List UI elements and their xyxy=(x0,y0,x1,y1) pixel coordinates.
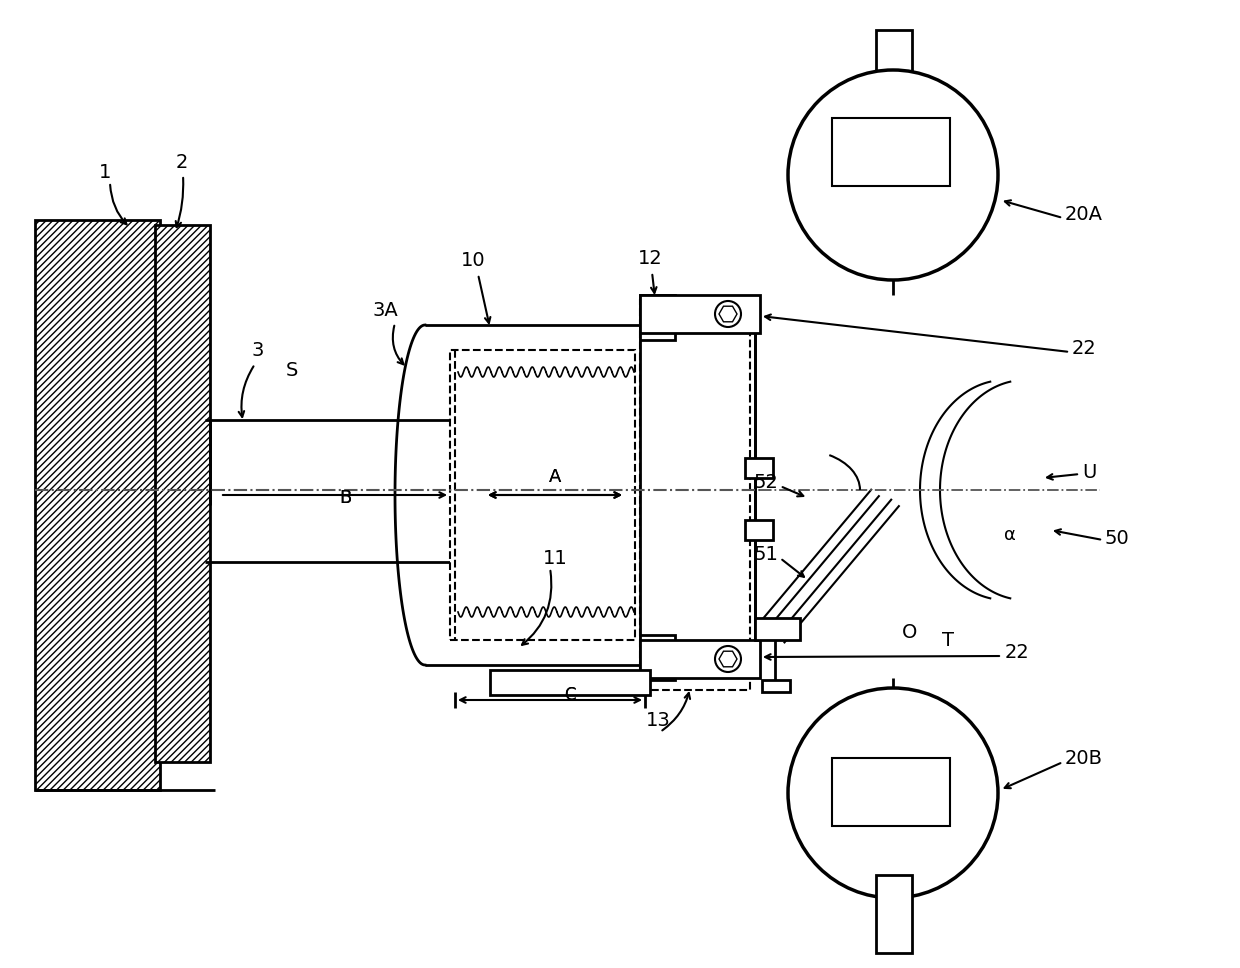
Text: S: S xyxy=(285,360,298,379)
Text: 52: 52 xyxy=(753,472,777,492)
Text: 12: 12 xyxy=(637,249,662,267)
Text: 20A: 20A xyxy=(1065,205,1104,225)
Text: 22: 22 xyxy=(1073,339,1096,357)
Text: 51: 51 xyxy=(753,546,777,564)
Text: O: O xyxy=(903,622,918,642)
Text: 3A: 3A xyxy=(372,300,398,319)
Text: 13: 13 xyxy=(646,711,671,730)
Text: 3: 3 xyxy=(252,341,264,359)
Bar xyxy=(640,295,760,333)
Bar xyxy=(640,300,750,690)
Text: C: C xyxy=(564,686,575,704)
Text: B: B xyxy=(339,489,351,507)
Text: A: A xyxy=(549,468,562,486)
Text: 1: 1 xyxy=(99,163,112,182)
Bar xyxy=(875,30,911,115)
Circle shape xyxy=(787,70,998,280)
Bar xyxy=(832,118,950,186)
Bar xyxy=(745,458,773,478)
Bar xyxy=(490,670,650,695)
Text: α: α xyxy=(1004,526,1016,544)
Bar xyxy=(35,220,160,790)
Bar xyxy=(755,618,800,640)
Bar xyxy=(155,225,210,762)
Bar xyxy=(450,350,635,640)
Circle shape xyxy=(715,646,742,672)
Bar xyxy=(875,875,911,953)
Text: 2: 2 xyxy=(176,153,188,171)
Bar xyxy=(640,635,675,680)
Text: U: U xyxy=(1083,463,1096,481)
Bar xyxy=(640,640,760,678)
Text: 20B: 20B xyxy=(1065,748,1104,768)
Bar xyxy=(745,520,773,540)
Text: 10: 10 xyxy=(461,251,485,269)
Text: 22: 22 xyxy=(1004,643,1029,661)
Text: C: C xyxy=(564,686,575,704)
Text: 11: 11 xyxy=(543,549,568,567)
Circle shape xyxy=(715,301,742,327)
Bar xyxy=(640,295,675,340)
Bar xyxy=(763,680,790,692)
Bar xyxy=(832,758,950,826)
Text: 50: 50 xyxy=(1105,529,1130,548)
Text: B: B xyxy=(339,489,351,507)
Circle shape xyxy=(787,688,998,898)
Text: T: T xyxy=(942,630,954,650)
Text: A: A xyxy=(549,468,562,486)
